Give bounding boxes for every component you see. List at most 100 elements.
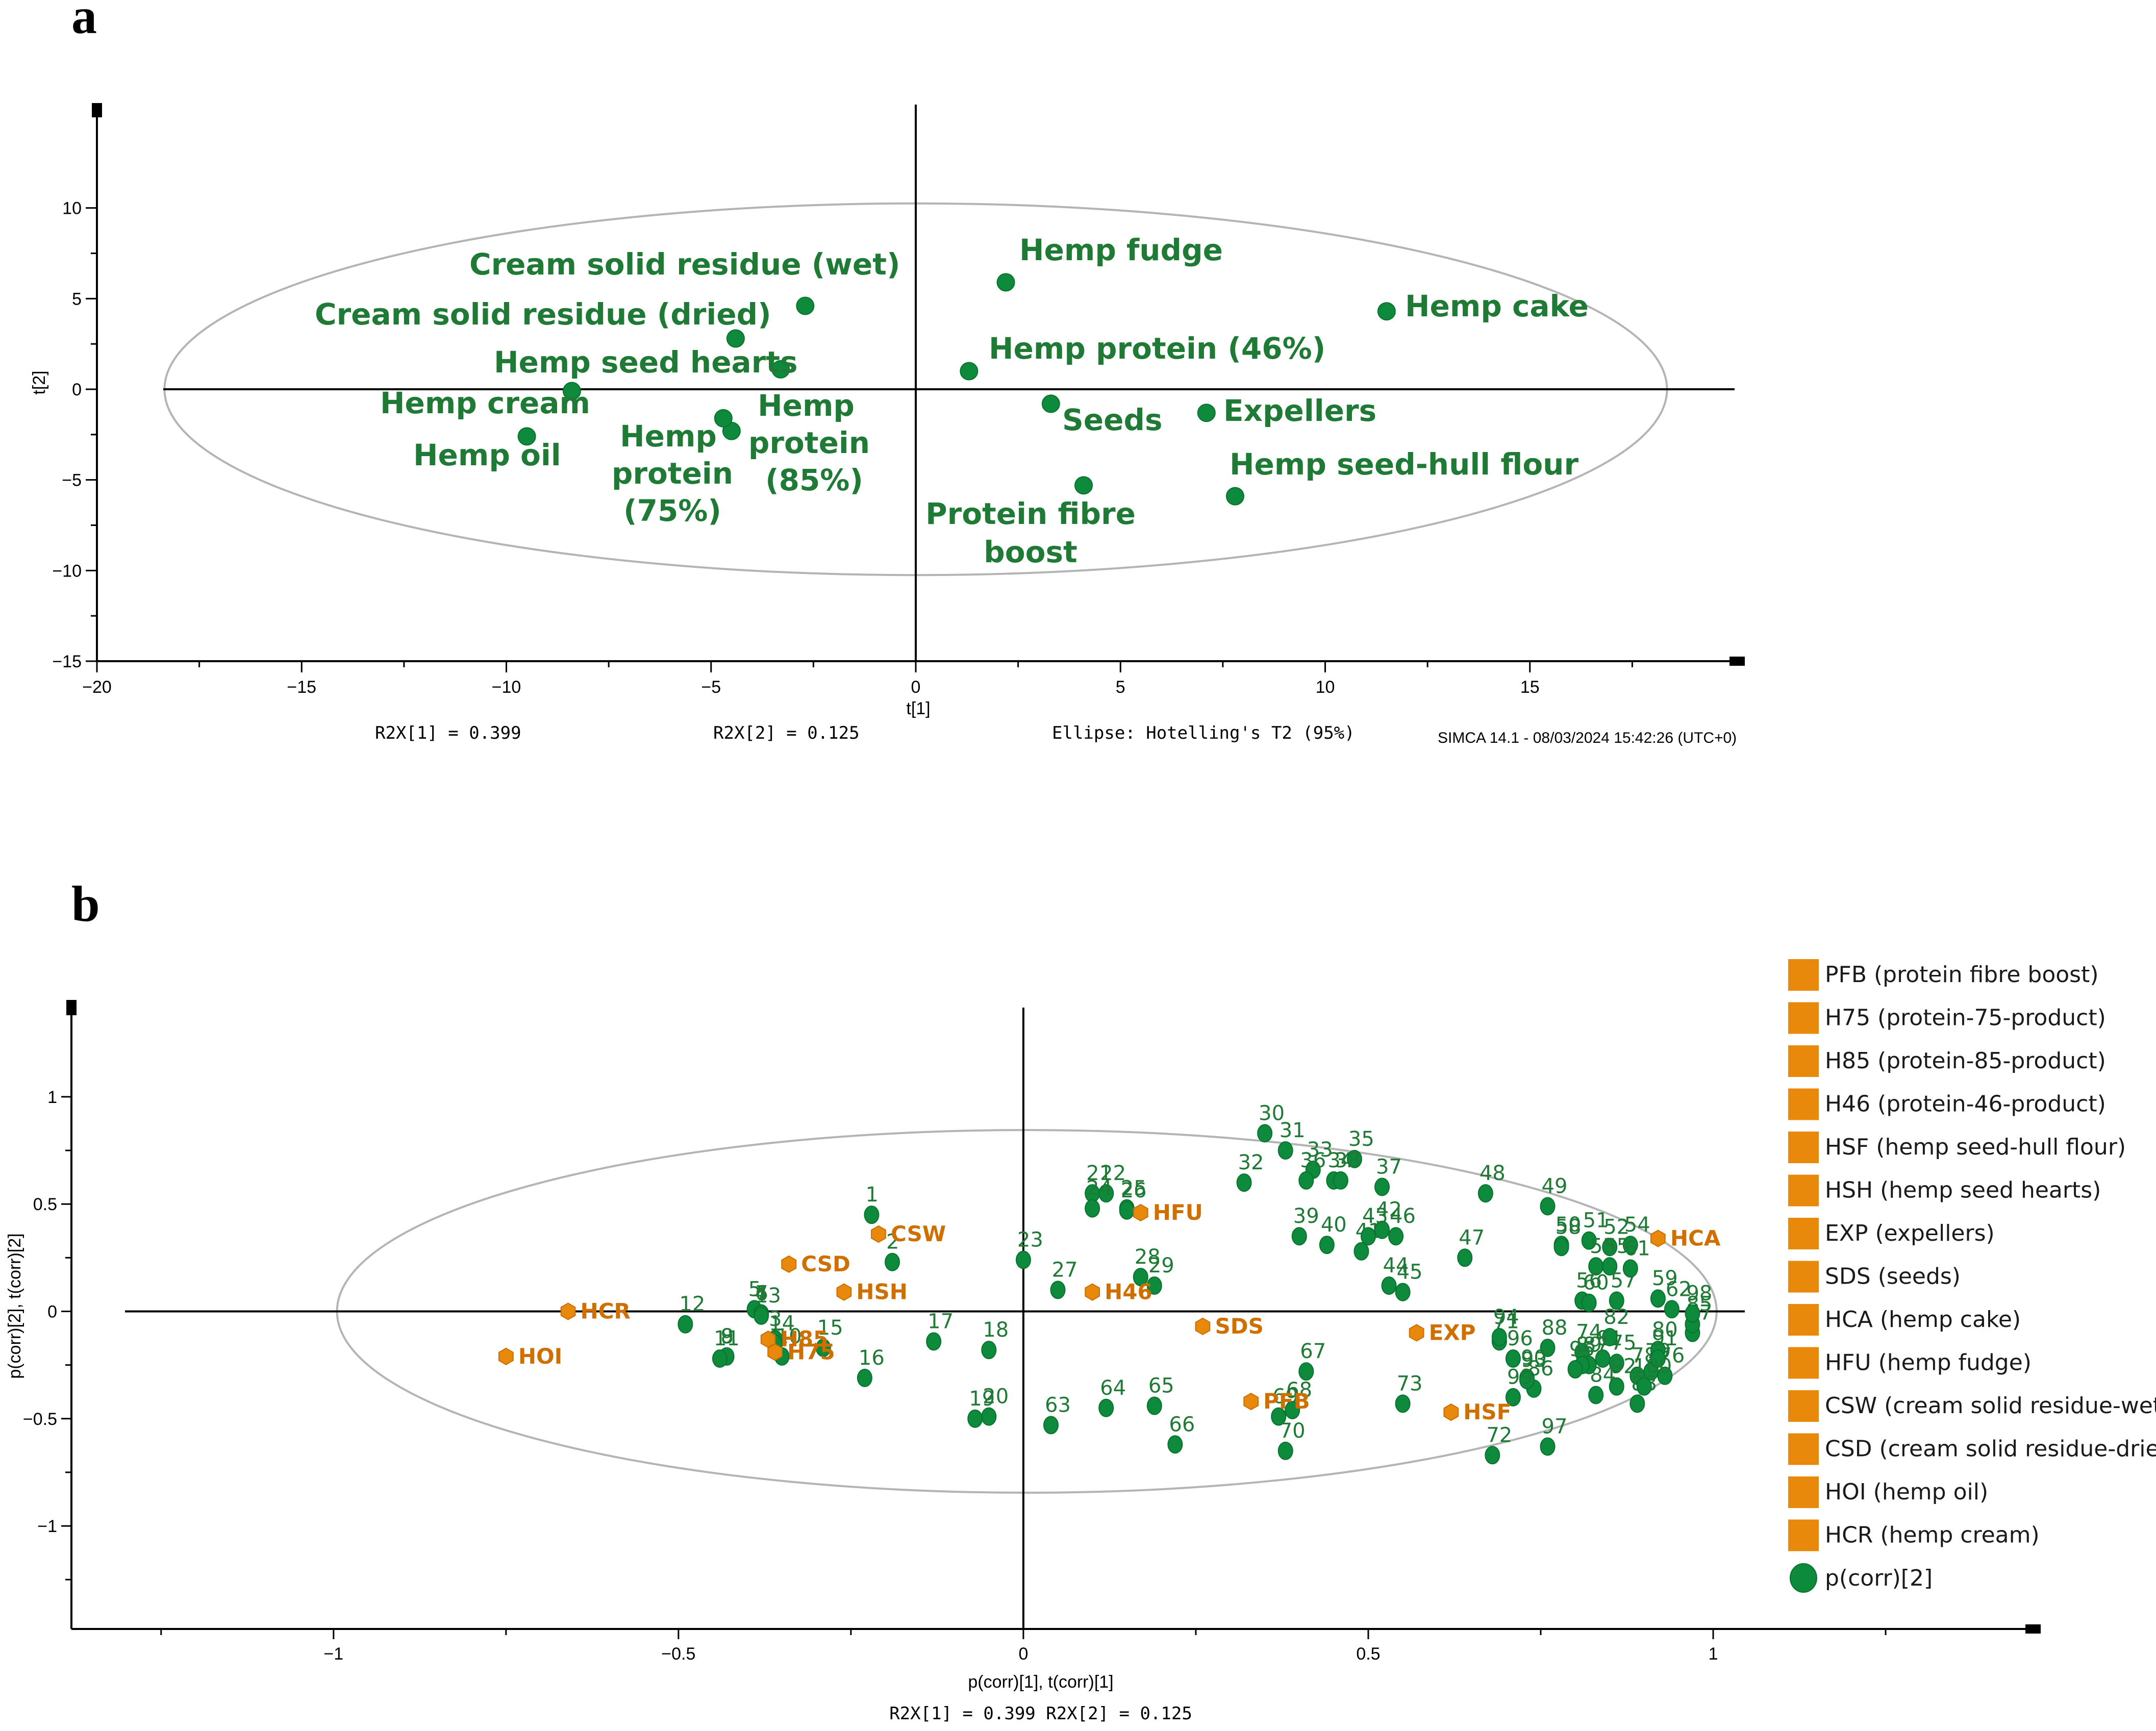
legend-swatch-csd [1788, 1433, 1819, 1465]
loading-point-58 [1553, 1238, 1569, 1257]
point-expellers [1197, 404, 1216, 422]
footer-r2x-b: R2X[1] = 0.399 R2X[2] = 0.125 [889, 1703, 1192, 1724]
loading-label-2: 2 [886, 1231, 899, 1254]
loading-point-51 [1581, 1231, 1597, 1250]
score-label-hoi: HOI [518, 1344, 562, 1369]
loading-point-35 [1346, 1149, 1362, 1168]
loading-label-40: 40 [1321, 1213, 1347, 1237]
label-hemp-protein-75-l1: Hemp [620, 419, 717, 454]
score-point-sds [1195, 1317, 1211, 1336]
loading-label-17: 17 [927, 1310, 954, 1333]
score-point-csw [871, 1225, 886, 1243]
loading-point-40 [1319, 1236, 1335, 1255]
loading-label-14: 14 [769, 1312, 795, 1336]
loading-label-16: 16 [859, 1346, 885, 1370]
loading-label-30: 30 [1259, 1101, 1285, 1125]
loading-label-54: 54 [1624, 1213, 1650, 1237]
loading-label-96: 96 [1507, 1327, 1533, 1350]
loading-label-5: 5 [748, 1277, 761, 1301]
loading-label-89: 89 [1576, 1334, 1602, 1357]
loading-point-29 [1146, 1276, 1162, 1295]
loading-point-93 [1519, 1371, 1535, 1390]
label-hemp-cream: Hemp cream [380, 386, 590, 420]
footer-r2x1-a: R2X[1] = 0.399 [375, 723, 521, 743]
score-label-hsf: HSF [1463, 1399, 1511, 1424]
loading-point-38 [1333, 1171, 1348, 1190]
loading-label-90: 90 [1521, 1346, 1547, 1370]
loading-label-36: 36 [1300, 1149, 1326, 1172]
legend-label-hsh-hemp-seed-hearts: HSH (hemp seed hearts) [1825, 1177, 2101, 1203]
legend-label-hsf-hemp-seed-hull-flour: HSF (hemp seed-hull flour) [1825, 1134, 2126, 1160]
label-cream-solid-residue-dried: Cream solid residue (dried) [315, 297, 771, 332]
loading-label-70: 70 [1280, 1419, 1306, 1443]
y-tick-label-a: −10 [52, 561, 82, 581]
y-tick-label-b: −0.5 [23, 1410, 57, 1429]
point-protein-fibre-boost [1074, 476, 1093, 495]
loading-label-56: 56 [1576, 1269, 1602, 1292]
y-tick-label-b: −1 [37, 1517, 57, 1536]
loading-point-18 [981, 1341, 997, 1360]
loading-point-47 [1457, 1248, 1473, 1267]
axes-a [92, 103, 1745, 666]
loading-label-39: 39 [1293, 1205, 1319, 1228]
loading-point-59 [1650, 1289, 1666, 1308]
loading-label-61: 61 [1624, 1237, 1650, 1260]
loading-point-97 [1540, 1437, 1556, 1456]
loading-point-44 [1381, 1276, 1397, 1295]
x-tick-label-a: −20 [82, 678, 112, 697]
score-point-hsf [1443, 1403, 1459, 1421]
y-tick-label-b: 0.5 [33, 1195, 57, 1214]
loading-point-63 [1043, 1416, 1059, 1435]
legend-swatch-hoi [1788, 1476, 1819, 1508]
y-tick-label-a: −15 [52, 652, 82, 671]
loading-label-32: 32 [1238, 1151, 1264, 1174]
label-protein-fibre-boost-l1: Protein fibre [925, 496, 1136, 531]
score-label-hcr: HCR [581, 1298, 631, 1323]
label-hemp-seed-hull-flour: Hemp seed-hull flour [1230, 447, 1578, 482]
point-hemp-protein-85 [714, 409, 733, 428]
loading-point-19 [967, 1409, 983, 1428]
score-point-h46 [1085, 1283, 1100, 1301]
point-hemp-seed-hearts [771, 360, 790, 379]
x-tick-label-a: 15 [1520, 678, 1540, 697]
legend-label-csd-cream-solid-residue-dried: CSD (cream solid residue-dried) [1825, 1436, 2156, 1462]
loading-label-69: 69 [1272, 1385, 1298, 1409]
y-tick-label-a: 0 [72, 380, 82, 399]
loading-point-43 [1360, 1227, 1376, 1246]
loading-point-82 [1602, 1327, 1618, 1346]
legend-label-p-corr-2: p(corr)[2] [1825, 1565, 1933, 1591]
loading-point-62 [1664, 1300, 1679, 1319]
legend-swatch-h46 [1788, 1088, 1819, 1120]
legend-swatch-loading [1790, 1563, 1817, 1593]
loading-label-52: 52 [1603, 1215, 1629, 1239]
loading-point-46 [1388, 1227, 1404, 1246]
point-hemp-protein-46 [960, 362, 979, 381]
loading-label-23: 23 [1017, 1228, 1043, 1252]
loading-point-42 [1374, 1220, 1390, 1239]
label-hemp-protein-75-l3: (75%) [623, 493, 721, 528]
loading-label-1: 1 [865, 1183, 878, 1207]
axis-label-y-a: t[2] [30, 370, 49, 394]
loading-point-88 [1540, 1338, 1556, 1357]
loading-label-3: 3 [769, 1308, 782, 1331]
loading-label-19: 19 [969, 1387, 995, 1411]
label-hemp-protein-75-l2: protein [612, 456, 733, 491]
loading-point-41 [1353, 1242, 1369, 1261]
point-hemp-oil [517, 427, 536, 446]
loading-label-11: 11 [714, 1327, 740, 1350]
loading-label-18: 18 [983, 1318, 1009, 1342]
loading-label-88: 88 [1542, 1316, 1568, 1340]
loading-point-57 [1609, 1291, 1624, 1310]
footer-r2x2-a: R2X[2] = 0.125 [713, 723, 860, 743]
loading-point-28 [1133, 1268, 1148, 1287]
label-hemp-protein-85-l1: Hemp [758, 388, 855, 423]
loading-label-6: 6 [755, 1282, 768, 1306]
loading-label-44: 44 [1383, 1254, 1409, 1277]
loading-point-24 [1085, 1199, 1100, 1218]
loading-point-66 [1167, 1435, 1183, 1454]
loading-label-59: 59 [1652, 1267, 1678, 1290]
score-point-hoi [498, 1347, 514, 1365]
